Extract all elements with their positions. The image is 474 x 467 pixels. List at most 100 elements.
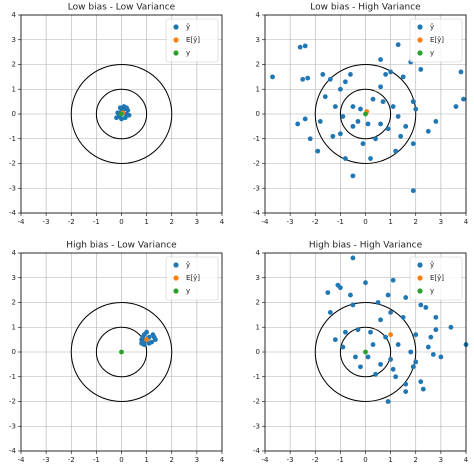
point xyxy=(325,290,331,295)
point xyxy=(425,128,431,134)
point xyxy=(363,111,368,117)
point xyxy=(448,324,454,330)
circle xyxy=(339,326,392,378)
point xyxy=(115,110,121,116)
legend-marker xyxy=(173,24,179,30)
point xyxy=(337,131,343,137)
subplot: High bias - Low Variance -4 -3 -2 -1 0 1 2 3 4 -4 -… xyxy=(9,241,225,465)
subplot: Low bias - High Variance -4 -3 -2 -1 0 1 2 3 4 -4 -… xyxy=(253,3,469,227)
legend-label: ŷ xyxy=(430,23,434,31)
legend-marker xyxy=(173,37,179,43)
x-tick-label: 1 xyxy=(144,456,148,464)
point xyxy=(385,292,391,298)
y-tick-label: 3 xyxy=(256,36,260,44)
x-tick-label: -1 xyxy=(337,218,344,226)
legend-label: ŷ xyxy=(186,261,190,269)
point xyxy=(395,114,401,119)
x-tick-label: 0 xyxy=(119,218,123,226)
x-tick-label: 2 xyxy=(414,456,418,464)
point xyxy=(348,72,353,77)
circle xyxy=(70,64,173,164)
point xyxy=(150,332,156,338)
circle xyxy=(70,302,173,402)
point xyxy=(270,74,275,80)
point xyxy=(330,133,336,139)
point xyxy=(358,364,363,370)
y-tick-label: 4 xyxy=(256,11,261,19)
y-tick-label: 4 xyxy=(12,11,17,19)
point xyxy=(368,156,373,161)
point xyxy=(395,342,401,347)
legend-box xyxy=(165,256,219,301)
legend-label: E[ŷ] xyxy=(186,36,200,44)
point xyxy=(395,42,401,48)
x-tick-label: -4 xyxy=(18,456,26,464)
point xyxy=(350,104,356,109)
point xyxy=(358,106,363,112)
circle xyxy=(314,302,417,402)
point xyxy=(388,357,394,362)
point xyxy=(428,334,434,340)
x-tick-label: 0 xyxy=(119,456,123,464)
point xyxy=(418,302,424,308)
point xyxy=(302,116,308,122)
y-tick-label: 0 xyxy=(256,348,260,356)
point xyxy=(433,119,439,124)
point xyxy=(413,106,419,112)
y-tick-label: 2 xyxy=(12,299,16,307)
point xyxy=(390,104,396,109)
legend-marker xyxy=(417,262,423,268)
x-tick-label: 3 xyxy=(195,456,199,464)
circle xyxy=(339,88,392,140)
legend-label: ŷ xyxy=(186,23,190,31)
x-tick-label: -1 xyxy=(93,456,100,464)
point xyxy=(410,188,416,194)
point xyxy=(343,79,348,85)
point xyxy=(378,361,383,367)
chart-title: Low bias - Low Variance xyxy=(68,3,176,13)
point xyxy=(373,371,378,377)
x-tick-label: -4 xyxy=(18,218,26,226)
point xyxy=(335,282,341,288)
y-tick-label: -3 xyxy=(9,422,16,430)
point xyxy=(393,374,399,380)
point xyxy=(425,344,431,350)
y-tick-label: 1 xyxy=(12,323,16,331)
point xyxy=(114,115,119,121)
legend-label: ŷ xyxy=(430,261,434,269)
legend-label: y xyxy=(430,49,434,57)
x-tick-label: -4 xyxy=(262,218,270,226)
point xyxy=(365,121,371,127)
x-tick-label: 4 xyxy=(464,456,469,464)
point xyxy=(433,314,439,320)
point xyxy=(355,119,361,124)
legend-label: y xyxy=(186,287,190,295)
y-tick-label: 4 xyxy=(256,249,261,257)
point xyxy=(390,366,396,372)
point xyxy=(403,123,409,129)
point xyxy=(122,115,128,121)
legend-label: y xyxy=(430,287,434,295)
y-tick-label: -3 xyxy=(253,422,260,430)
point xyxy=(322,94,328,100)
point xyxy=(340,344,346,350)
legend-label: E[ŷ] xyxy=(430,274,444,282)
point xyxy=(363,280,368,286)
y-tick-label: 0 xyxy=(12,348,16,356)
x-tick-label: 4 xyxy=(220,456,225,464)
point xyxy=(144,329,150,335)
legend-marker xyxy=(417,288,423,294)
point xyxy=(393,148,399,154)
point xyxy=(144,337,150,343)
point xyxy=(400,314,406,320)
point xyxy=(423,305,429,310)
point xyxy=(317,119,323,124)
y-tick-label: 3 xyxy=(12,274,16,282)
legend-marker xyxy=(173,262,179,268)
point xyxy=(375,300,381,305)
point xyxy=(408,349,414,355)
legend-label: E[ŷ] xyxy=(430,36,444,44)
circle xyxy=(95,326,148,378)
point xyxy=(385,399,391,404)
x-tick-label: 1 xyxy=(388,218,392,226)
